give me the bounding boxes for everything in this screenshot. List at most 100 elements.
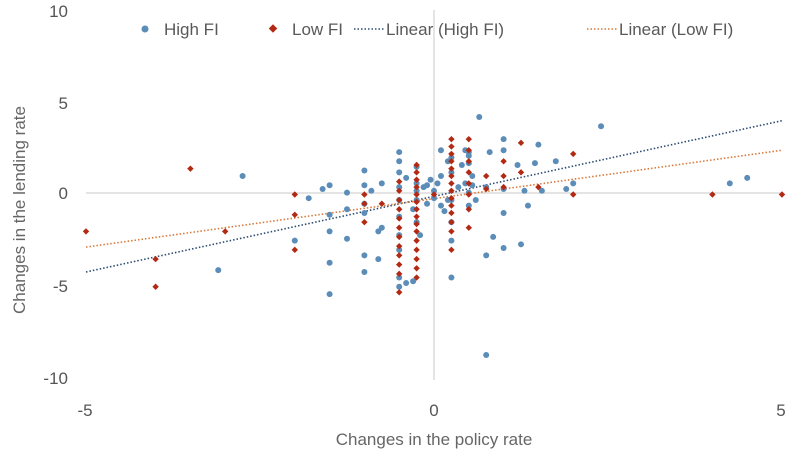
high-fi-point	[437, 173, 444, 180]
low-fi-point	[570, 150, 577, 158]
low-fi-point	[413, 255, 420, 263]
low-fi-point	[448, 218, 455, 226]
high-fi-point	[437, 147, 444, 154]
low-fi-point	[500, 172, 507, 180]
high-fi-point	[378, 224, 385, 231]
low-fi-point	[396, 233, 403, 241]
high-fi-point	[424, 200, 431, 207]
low-fi-point	[483, 172, 490, 180]
series-high-fi	[215, 114, 751, 359]
high-fi-point	[500, 136, 507, 143]
high-fi-point	[319, 185, 326, 192]
low-fi-point	[291, 191, 298, 198]
high-fi-point	[514, 161, 521, 168]
y-tick-label: 0	[59, 184, 68, 203]
high-fi-point	[344, 206, 350, 213]
low-fi-point	[413, 191, 420, 198]
high-fi-point	[413, 180, 420, 187]
x-tick-label: -5	[77, 401, 92, 420]
low-fi-point	[483, 185, 490, 193]
low-fi-point	[778, 191, 786, 198]
high-fi-point	[326, 182, 333, 189]
high-fi-point	[535, 141, 542, 148]
low-fi-point	[413, 161, 420, 169]
y-tick-label: -5	[53, 277, 68, 296]
low-fi-point	[413, 274, 420, 281]
high-fi-point	[465, 152, 472, 159]
low-fi-point	[291, 211, 298, 218]
low-fi-point	[448, 165, 455, 172]
low-fi-point	[448, 187, 455, 195]
low-fi-point	[361, 218, 368, 226]
x-axis-label: Changes in the policy rate	[336, 430, 533, 449]
high-fi-point	[469, 173, 476, 180]
high-fi-point	[368, 187, 375, 194]
high-fi-point	[434, 180, 441, 187]
low-fi-point	[413, 213, 420, 220]
high-fi-point	[427, 176, 434, 183]
high-fi-point	[305, 195, 312, 202]
low-fi-point	[82, 228, 90, 235]
high-fi-point	[417, 232, 424, 239]
high-fi-point	[431, 187, 437, 194]
high-fi-point	[413, 187, 420, 194]
high-fi-point	[437, 202, 444, 209]
high-fi-point	[448, 274, 455, 281]
high-fi-point	[483, 352, 490, 359]
high-fi-point	[476, 114, 483, 121]
high-fi-point	[403, 280, 410, 287]
low-fi-point	[396, 187, 403, 195]
low-fi-point	[465, 158, 472, 165]
high-fi-point	[486, 149, 493, 156]
high-fi-point	[375, 256, 382, 263]
high-fi-point	[326, 291, 333, 298]
legend-label-low-fi: Low FI	[292, 20, 343, 39]
low-fi-point	[396, 178, 403, 185]
low-fi-point	[413, 183, 420, 191]
high-fi-point	[538, 187, 545, 194]
high-fi-point	[518, 241, 524, 248]
high-fi-point	[531, 160, 538, 167]
high-fi-point	[441, 208, 448, 215]
high-fi-point	[563, 185, 570, 192]
low-fi-point	[448, 194, 455, 202]
low-fi-point	[222, 228, 229, 235]
low-fi-point	[413, 206, 420, 213]
high-fi-point	[424, 182, 431, 189]
low-fi-point	[413, 246, 420, 254]
high-fi-point	[361, 209, 368, 216]
low-fi-point	[465, 206, 472, 213]
high-fi-point	[598, 123, 605, 130]
high-fi-point	[465, 202, 472, 209]
high-fi-point	[448, 169, 455, 176]
high-fi-point	[215, 267, 222, 274]
legend-label-linear-high-fi: Linear (High FI)	[386, 20, 504, 39]
low-fi-point	[430, 191, 438, 198]
high-fi-point	[396, 149, 403, 156]
x-tick-label: 5	[776, 401, 785, 420]
low-fi-point	[413, 265, 420, 272]
low-fi-point	[448, 180, 455, 187]
low-fi-point	[448, 158, 455, 165]
low-fi-point	[396, 261, 403, 268]
legend: High FI Low FI Linear (High FI) Linear (…	[141, 20, 733, 39]
legend-marker-low-fi	[268, 24, 278, 33]
low-fi-point	[361, 191, 368, 198]
low-fi-point	[500, 183, 507, 191]
high-fi-point	[455, 184, 462, 191]
low-fi-point	[448, 143, 455, 150]
low-fi-point	[448, 150, 455, 158]
high-fi-point	[458, 161, 465, 168]
high-fi-point	[291, 237, 298, 244]
low-fi-point	[413, 237, 420, 244]
low-fi-point	[413, 220, 420, 228]
low-fi-point	[396, 242, 403, 250]
low-fi-point	[465, 191, 472, 198]
low-fi-point	[570, 191, 577, 198]
high-fi-point	[361, 252, 368, 259]
high-fi-point	[726, 180, 733, 187]
high-fi-point	[344, 235, 350, 242]
high-fi-point	[431, 195, 437, 202]
high-fi-point	[396, 274, 403, 281]
